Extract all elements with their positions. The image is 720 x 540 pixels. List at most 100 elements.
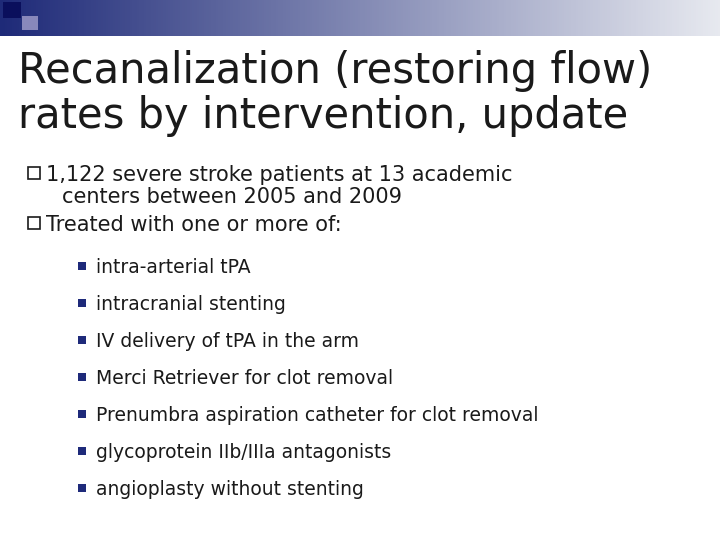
Bar <box>317 0 320 36</box>
Bar <box>50 0 54 36</box>
Bar <box>343 0 346 36</box>
Bar <box>34 0 37 36</box>
Bar <box>374 0 378 36</box>
Bar <box>706 0 709 36</box>
Bar <box>626 0 630 36</box>
Bar <box>3 2 21 18</box>
Bar <box>312 0 315 36</box>
Bar <box>302 0 306 36</box>
Bar <box>300 0 303 36</box>
Bar <box>146 0 150 36</box>
Bar <box>70 0 73 36</box>
Bar <box>27 0 30 36</box>
Bar <box>384 0 387 36</box>
Bar <box>0 0 4 36</box>
Bar <box>583 0 587 36</box>
Bar <box>549 0 553 36</box>
Bar <box>657 0 661 36</box>
Bar <box>408 0 411 36</box>
Bar <box>605 0 608 36</box>
Bar <box>631 0 634 36</box>
Bar <box>338 0 342 36</box>
Bar <box>468 0 472 36</box>
Bar <box>130 0 133 36</box>
Bar <box>578 0 582 36</box>
Bar <box>266 0 270 36</box>
Bar <box>38 0 42 36</box>
Bar <box>487 0 490 36</box>
Bar <box>410 0 414 36</box>
Bar <box>99 0 102 36</box>
Bar <box>506 0 510 36</box>
Bar <box>137 0 140 36</box>
Bar <box>711 0 714 36</box>
Bar <box>454 0 457 36</box>
Bar <box>497 0 500 36</box>
Bar <box>24 0 27 36</box>
Text: Merci Retriever for clot removal: Merci Retriever for clot removal <box>96 369 393 388</box>
Bar <box>139 0 143 36</box>
Bar <box>693 0 697 36</box>
Bar <box>216 0 220 36</box>
Bar <box>636 0 639 36</box>
Bar <box>12 0 15 36</box>
Bar <box>588 0 591 36</box>
Bar <box>372 0 375 36</box>
Bar <box>261 0 265 36</box>
Bar <box>477 0 481 36</box>
Bar <box>598 0 601 36</box>
Text: IV delivery of tPA in the arm: IV delivery of tPA in the arm <box>96 332 359 351</box>
Bar <box>485 0 488 36</box>
Bar <box>473 0 476 36</box>
Bar <box>108 0 112 36</box>
Bar <box>74 0 78 36</box>
Bar <box>585 0 589 36</box>
Bar <box>78 484 86 492</box>
Bar <box>643 0 647 36</box>
Bar <box>106 0 109 36</box>
Bar <box>701 0 704 36</box>
Bar <box>401 0 404 36</box>
Bar <box>569 0 572 36</box>
Bar <box>192 0 195 36</box>
Bar <box>691 0 695 36</box>
Bar <box>182 0 186 36</box>
Bar <box>624 0 627 36</box>
Bar <box>689 0 692 36</box>
Bar <box>333 0 337 36</box>
Bar <box>156 0 159 36</box>
Bar <box>125 0 128 36</box>
Bar <box>245 0 248 36</box>
Bar <box>247 0 251 36</box>
Bar <box>153 0 157 36</box>
Bar <box>115 0 119 36</box>
Bar <box>22 0 25 36</box>
Bar <box>117 0 121 36</box>
Bar <box>175 0 179 36</box>
Bar <box>9 0 13 36</box>
Bar <box>621 0 625 36</box>
Bar <box>617 0 620 36</box>
Bar <box>516 0 519 36</box>
Bar <box>495 0 498 36</box>
Bar <box>96 0 99 36</box>
Bar <box>535 0 539 36</box>
Bar <box>511 0 515 36</box>
Bar <box>22 16 38 30</box>
Bar <box>72 0 76 36</box>
Bar <box>675 0 678 36</box>
Bar <box>250 0 253 36</box>
Bar <box>629 0 632 36</box>
Bar <box>403 0 407 36</box>
Bar <box>132 0 135 36</box>
Bar <box>590 0 594 36</box>
Bar <box>257 0 260 36</box>
Bar <box>331 0 335 36</box>
Bar <box>634 0 637 36</box>
Bar <box>168 0 171 36</box>
Bar <box>271 0 274 36</box>
Bar <box>307 0 310 36</box>
Bar <box>78 373 86 381</box>
Bar <box>540 0 544 36</box>
Bar <box>547 0 551 36</box>
